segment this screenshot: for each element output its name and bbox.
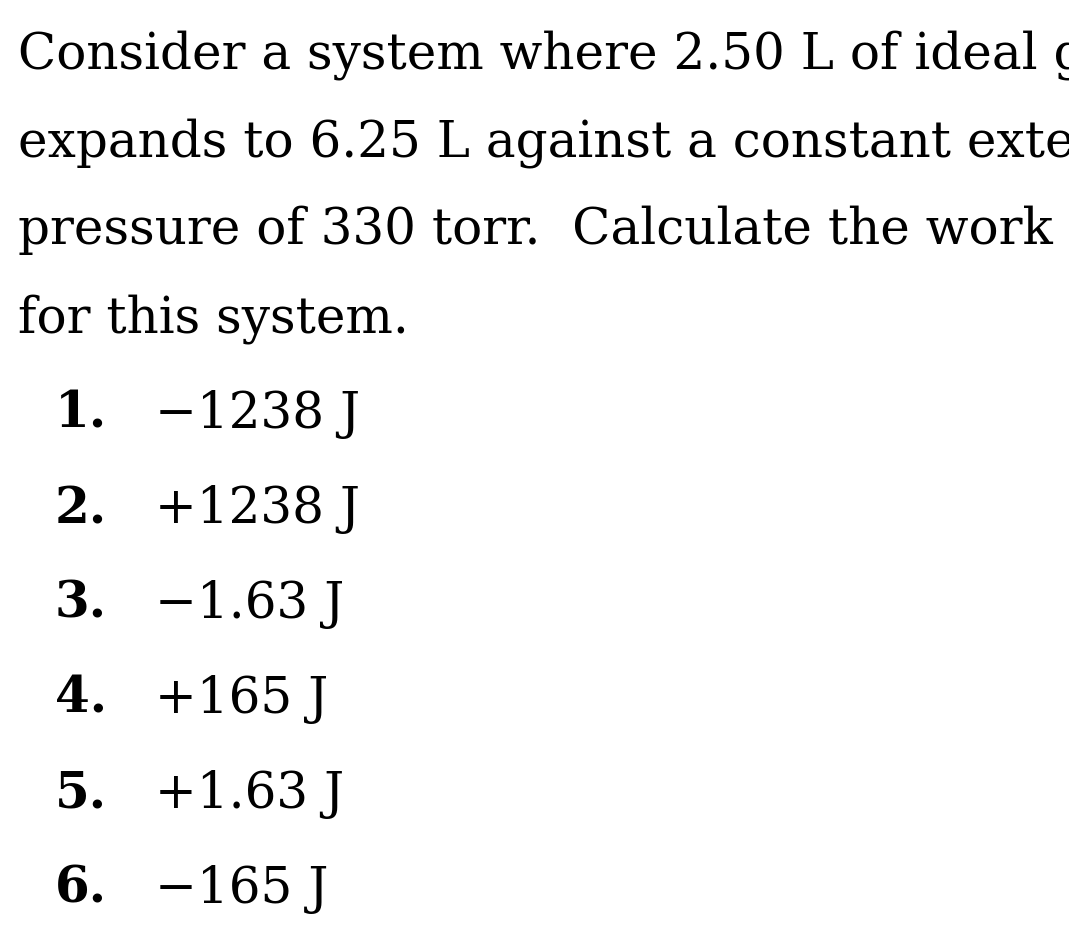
Text: −165 J: −165 J — [155, 864, 328, 914]
Text: +165 J: +165 J — [155, 674, 328, 724]
Text: Consider a system where 2.50 L of ideal gas: Consider a system where 2.50 L of ideal … — [18, 30, 1069, 80]
Text: 6.: 6. — [55, 864, 107, 913]
Text: pressure of 330 torr.  Calculate the work (w): pressure of 330 torr. Calculate the work… — [18, 206, 1069, 255]
Text: expands to 6.25 L against a constant external: expands to 6.25 L against a constant ext… — [18, 118, 1069, 168]
Text: −1.63 J: −1.63 J — [155, 580, 344, 628]
Text: +1238 J: +1238 J — [155, 485, 360, 534]
Text: 2.: 2. — [55, 485, 107, 533]
Text: 5.: 5. — [55, 769, 107, 818]
Text: for this system.: for this system. — [18, 293, 408, 344]
Text: −1238 J: −1238 J — [155, 389, 360, 439]
Text: 3.: 3. — [55, 580, 107, 628]
Text: 1.: 1. — [55, 389, 107, 439]
Text: 4.: 4. — [55, 674, 107, 724]
Text: +1.63 J: +1.63 J — [155, 769, 344, 819]
